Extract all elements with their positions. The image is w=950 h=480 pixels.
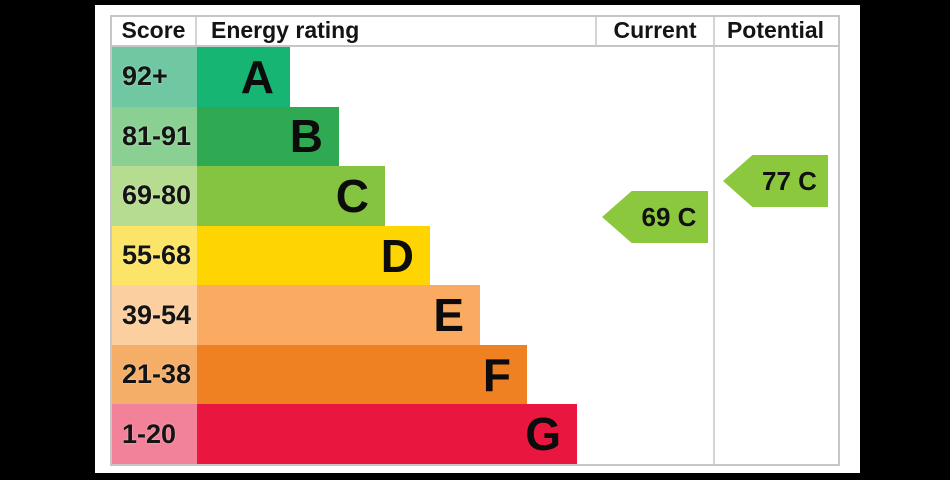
band-e-bar: E xyxy=(197,285,480,345)
band-f-bar: F xyxy=(197,344,527,405)
band-b-score-range: 81-91 xyxy=(112,106,197,167)
band-row-a: 92+ A xyxy=(112,47,597,107)
bands-column: 92+ A 81-91 B 69-80 C 55-68 D xyxy=(112,47,597,465)
band-d-score-range: 55-68 xyxy=(112,225,197,286)
band-b-letter: B xyxy=(289,110,323,163)
potential-column xyxy=(715,47,838,464)
band-f-score-range: 21-38 xyxy=(112,344,197,405)
band-f-letter: F xyxy=(482,348,511,401)
band-row-g: 1-20 G xyxy=(112,404,597,465)
header-score: Score xyxy=(112,17,197,45)
rating-table: Score Energy rating Current Potential 92… xyxy=(110,15,840,466)
potential-rating-label: 77 C xyxy=(762,165,817,196)
band-c-score-range: 69-80 xyxy=(112,166,197,226)
header-potential: Potential xyxy=(726,17,825,43)
table-body: 92+ A 81-91 B 69-80 C 55-68 D xyxy=(112,47,838,465)
band-g-bar: G xyxy=(197,404,577,465)
band-b-bar: B xyxy=(197,106,339,167)
band-d-letter: D xyxy=(380,229,414,282)
band-g-score-range: 1-20 xyxy=(112,404,197,465)
band-g-letter: G xyxy=(525,408,561,461)
band-c-letter: C xyxy=(335,169,369,222)
band-a-bar: A xyxy=(197,47,290,107)
band-row-d: 55-68 D xyxy=(112,225,597,286)
current-rating-label: 69 C xyxy=(641,201,697,232)
header-current: Current xyxy=(597,17,715,45)
band-row-f: 21-38 F xyxy=(112,344,597,405)
band-d-bar: D xyxy=(197,225,430,286)
chart-canvas: Score Energy rating Current Potential 92… xyxy=(95,5,860,473)
header-energy-rating: Energy rating xyxy=(197,17,597,45)
band-a-score-range: 92+ xyxy=(112,47,197,107)
band-a-letter: A xyxy=(240,50,274,103)
band-e-letter: E xyxy=(433,289,464,342)
current-column xyxy=(597,47,715,464)
band-e-score-range: 39-54 xyxy=(112,285,197,345)
table-header: Score Energy rating Current Potential xyxy=(112,17,838,47)
band-row-b: 81-91 B xyxy=(112,106,597,167)
band-c-bar: C xyxy=(197,166,385,226)
band-row-c: 69-80 C xyxy=(112,166,597,226)
band-row-e: 39-54 E xyxy=(112,285,597,345)
